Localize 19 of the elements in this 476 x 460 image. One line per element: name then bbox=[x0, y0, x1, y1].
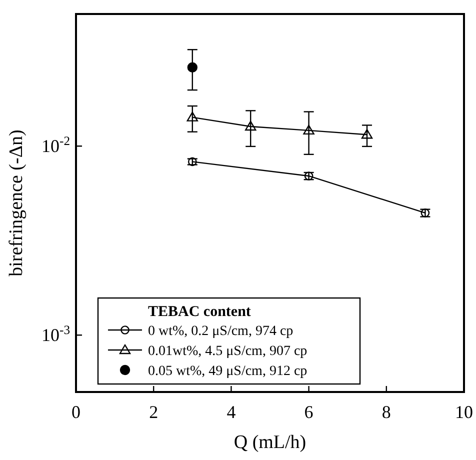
y-axis-title: birefringence (-Δn) bbox=[6, 130, 27, 276]
x-axis-title: Q (mL/h) bbox=[234, 432, 306, 453]
point bbox=[303, 124, 314, 135]
x-tick-label: 10 bbox=[455, 402, 473, 422]
legend-label: 0.01wt%, 4.5 μS/cm, 907 cp bbox=[148, 344, 308, 359]
legend-label: 0 wt%, 0.2 μS/cm, 974 cp bbox=[148, 324, 294, 339]
x-tick-label: 8 bbox=[382, 402, 391, 422]
legend-label: 0.05 wt%, 49 μS/cm, 912 cp bbox=[148, 364, 308, 379]
point bbox=[361, 129, 373, 139]
x-tick-label: 6 bbox=[304, 402, 314, 422]
x-tick-label: 2 bbox=[149, 402, 158, 422]
x-tick-label: 0 bbox=[72, 402, 80, 422]
y-tick-label: 10$^{-2}$ bbox=[42, 134, 70, 156]
point bbox=[187, 62, 198, 72]
y-tick-label: 10$^{-3}$ bbox=[42, 323, 70, 346]
point bbox=[186, 112, 198, 122]
legend-title: TEBAC content bbox=[148, 304, 251, 320]
x-tick-label: 4 bbox=[226, 402, 236, 422]
point bbox=[245, 120, 256, 131]
